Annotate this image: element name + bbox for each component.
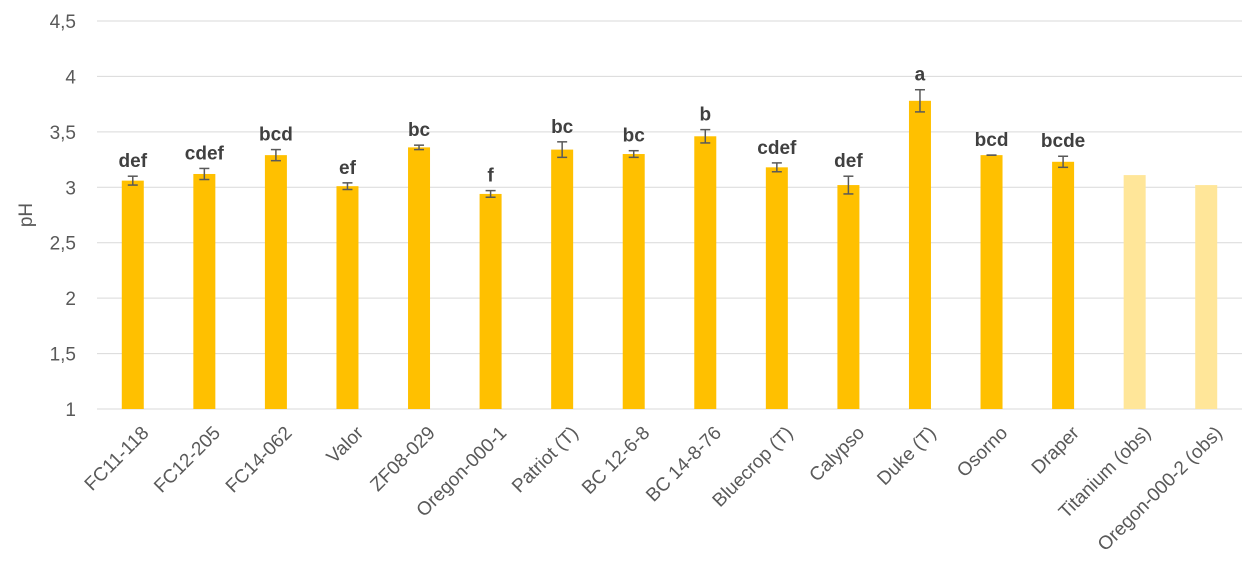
significance-label: bcde <box>1041 131 1085 152</box>
y-tick-label: 3,5 <box>50 123 76 144</box>
significance-label: def <box>119 151 148 172</box>
bar <box>479 193 502 409</box>
category-label: Patriot (T) <box>508 423 583 498</box>
error-bar <box>1058 155 1069 169</box>
category-label: Valor <box>323 422 369 468</box>
bars <box>121 100 1218 410</box>
bar <box>1195 185 1218 409</box>
significance-label: cdef <box>757 138 797 159</box>
category-label: FC12-205 <box>150 423 225 498</box>
y-tick-label: 2 <box>65 289 76 310</box>
gridlines <box>97 20 1242 410</box>
significance-label: bc <box>623 126 646 147</box>
significance-label: def <box>834 151 863 172</box>
bar <box>1123 175 1146 409</box>
error-bar <box>843 175 854 195</box>
y-tick-label: 4,5 <box>50 12 76 33</box>
category-label: ZF08-029 <box>367 423 440 496</box>
bar <box>551 149 574 409</box>
y-tick-label: 2,5 <box>50 234 76 255</box>
significance-label: ef <box>339 158 357 179</box>
significance-label: bc <box>551 117 574 138</box>
error-bar <box>485 189 496 199</box>
error-bar <box>270 148 281 162</box>
significance-label: bc <box>408 120 431 141</box>
error-bar <box>199 167 210 181</box>
bar <box>908 100 931 410</box>
category-label: FC11-118 <box>81 423 154 496</box>
significance-label: cdef <box>185 143 225 164</box>
error-bar <box>914 88 925 113</box>
significance-label: b <box>699 105 711 126</box>
category-label: Calypso <box>806 423 869 486</box>
bar <box>264 155 287 409</box>
bar <box>121 180 144 409</box>
y-axis-label: pH <box>16 203 37 227</box>
error-bar <box>127 175 138 186</box>
significance-label: f <box>487 166 494 187</box>
category-label: BC 12-6-8 <box>578 423 654 499</box>
error-bar <box>628 149 639 159</box>
bar <box>622 154 645 409</box>
y-axis-ticks: 1 1,5 2 2,5 3 3,5 4 4,5 <box>50 12 77 421</box>
y-tick-label: 1,5 <box>50 345 76 366</box>
category-label: Duke (T) <box>873 423 940 490</box>
bar <box>1052 161 1075 409</box>
error-bar <box>414 144 425 151</box>
y-tick-label: 4 <box>65 67 76 88</box>
significance-label: bcd <box>259 125 293 146</box>
bar <box>694 136 717 409</box>
error-bar <box>700 128 711 144</box>
significance-label: bcd <box>975 130 1009 151</box>
y-tick-label: 3 <box>65 178 76 199</box>
y-tick-label: 1 <box>65 400 76 421</box>
bar <box>193 173 216 409</box>
bar <box>837 185 860 409</box>
bar <box>980 155 1003 409</box>
category-label: FC14-062 <box>222 423 297 498</box>
bar <box>765 167 788 409</box>
significance-label: a <box>915 65 926 86</box>
bar <box>336 186 359 409</box>
bar <box>408 147 431 409</box>
error-bar <box>342 182 353 191</box>
category-label: Osorno <box>953 423 1012 482</box>
error-bars <box>127 88 1069 199</box>
error-bar <box>771 162 782 173</box>
error-bar <box>557 141 568 159</box>
category-label: Draper <box>1028 422 1084 478</box>
category-label: Oregon-000-2 (obs) <box>1094 423 1227 556</box>
